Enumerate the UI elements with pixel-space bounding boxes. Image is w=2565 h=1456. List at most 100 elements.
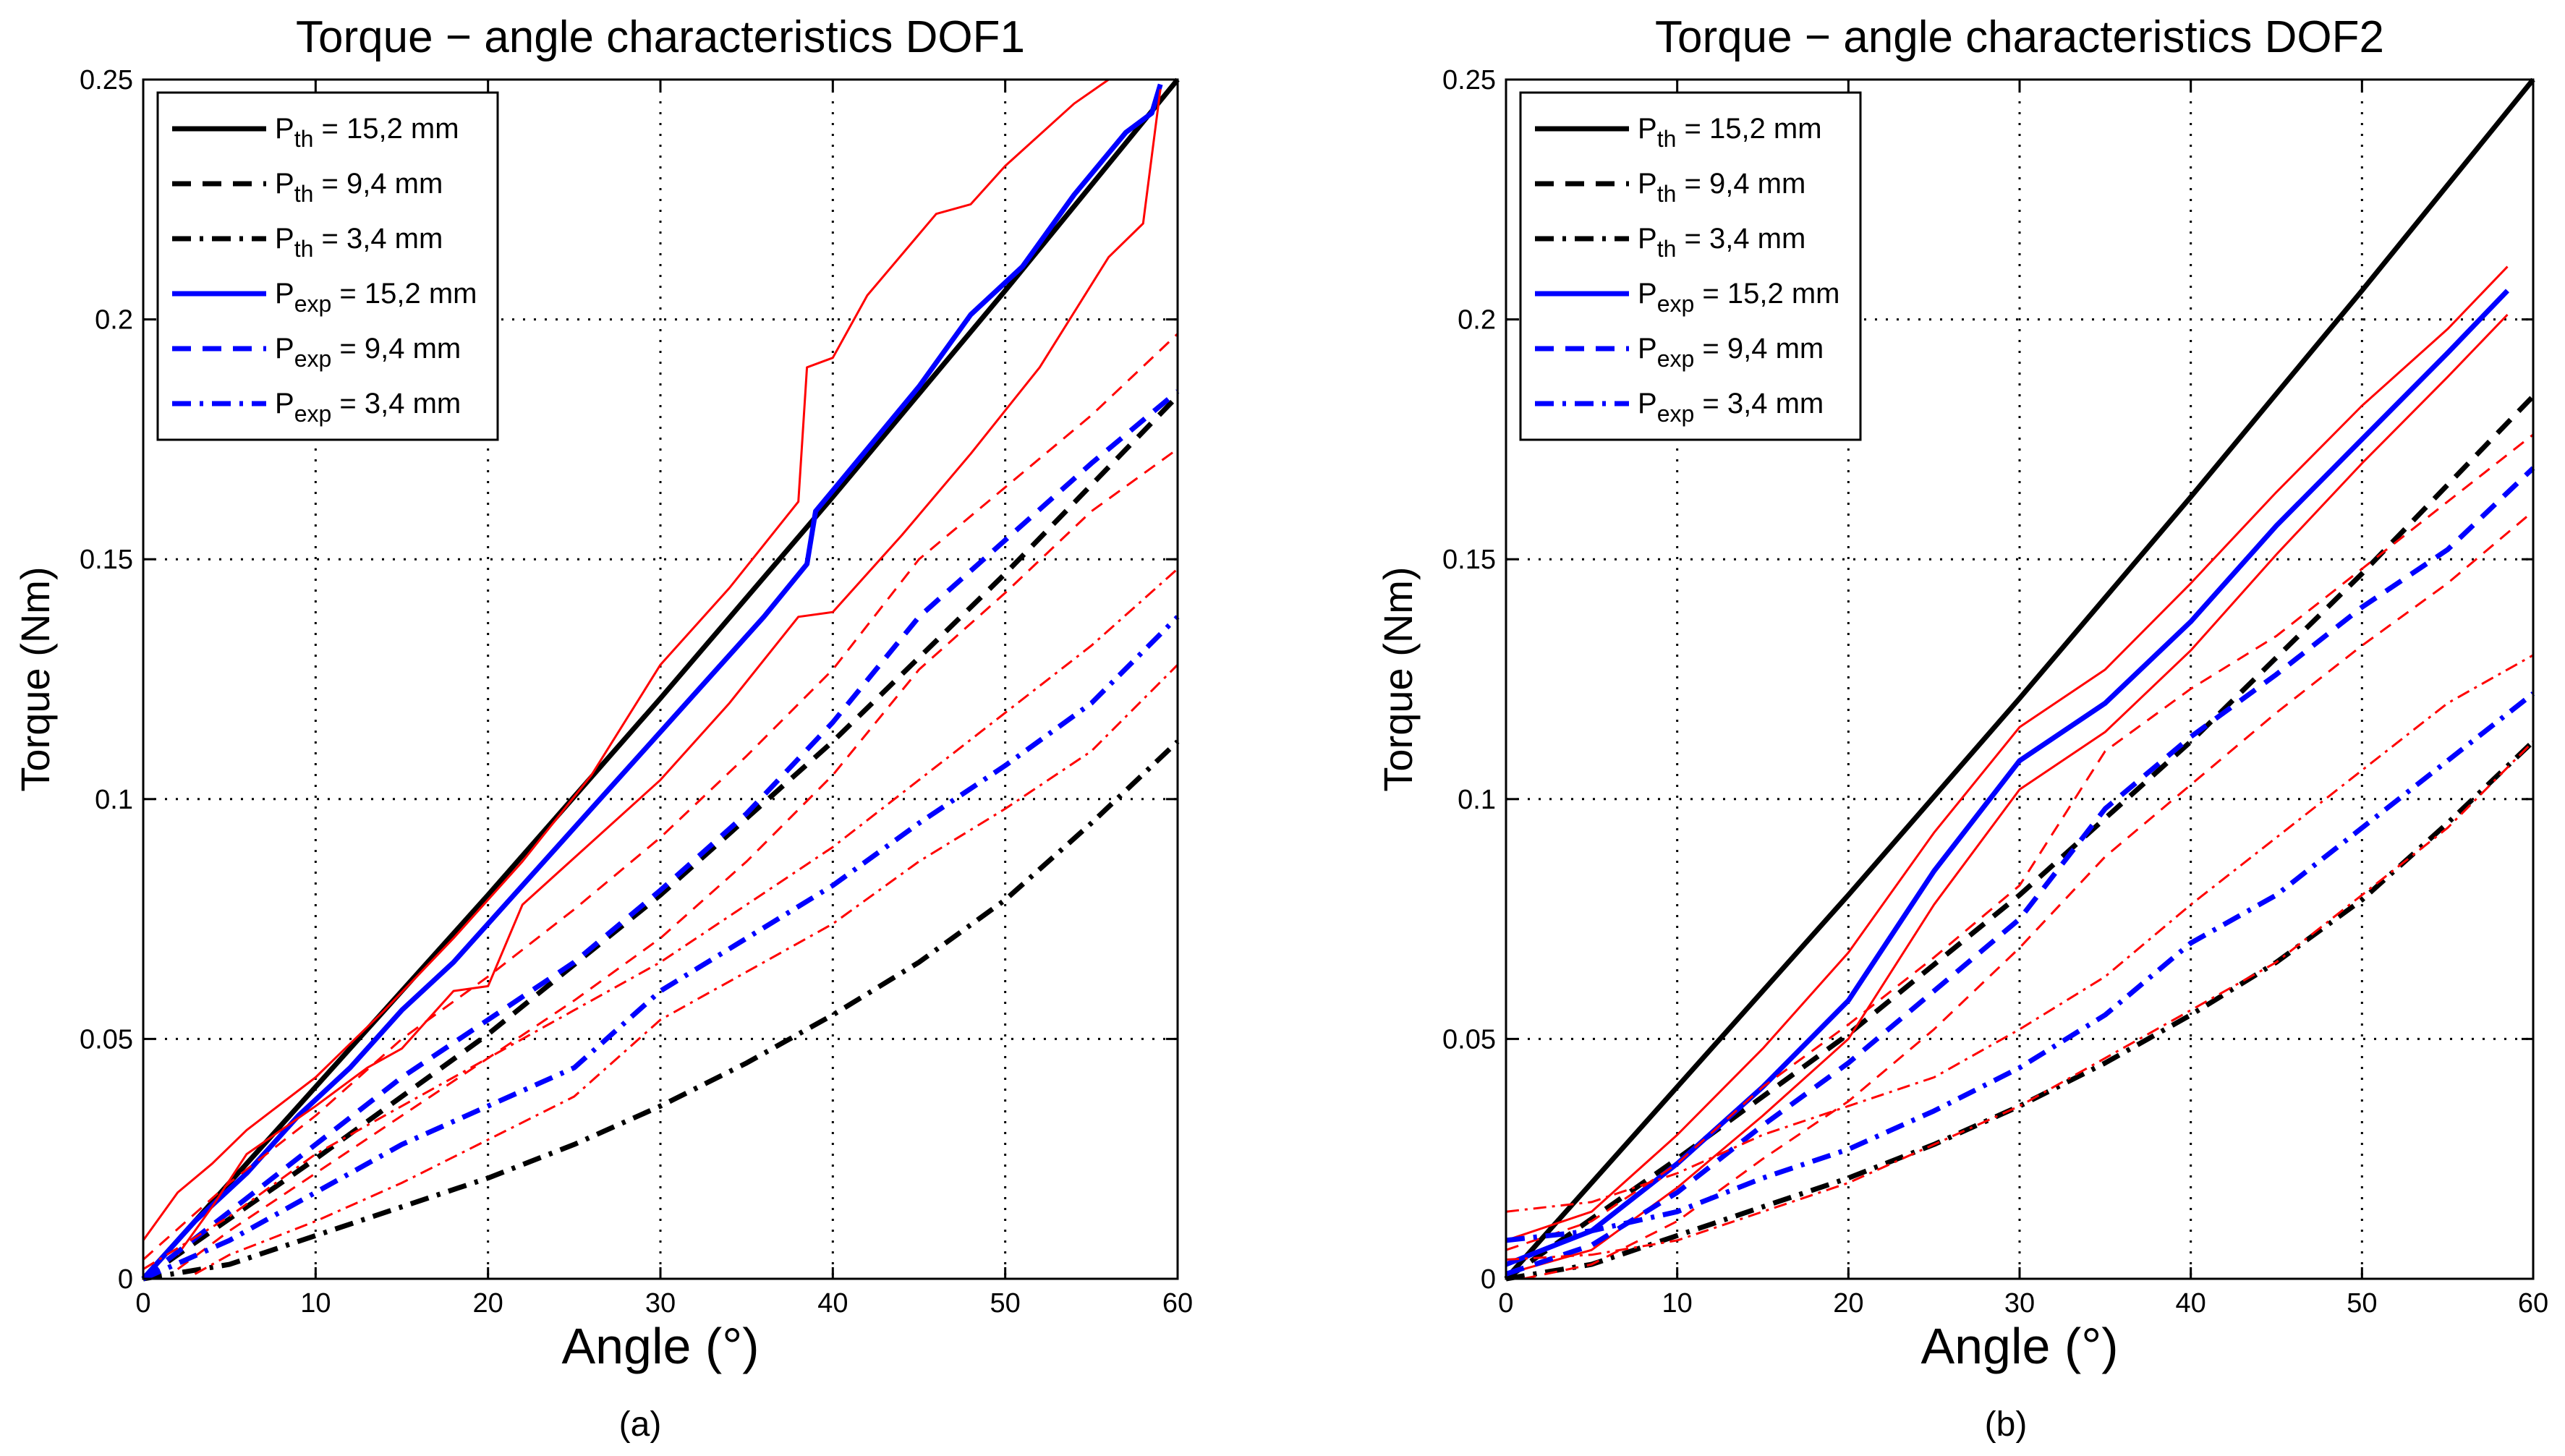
legend-label-base: P	[275, 168, 294, 200]
legend-label-value: = 15,2 mm	[313, 113, 459, 145]
legend-label-2: Pth = 9,4 mm	[275, 168, 443, 207]
chart-title: Torque − angle characteristics DOF1	[296, 12, 1025, 62]
y-axis-label: Torque (Nm)	[12, 566, 58, 791]
panel-label: (a)	[619, 1405, 662, 1444]
x-tick-label: 20	[1833, 1288, 1863, 1319]
y-tick-label: 0	[118, 1264, 133, 1295]
legend-label-subscript: th	[1657, 126, 1677, 152]
legend-label-3: Pth = 3,4 mm	[1638, 223, 1805, 262]
series-line-6	[1505, 313, 2509, 1275]
legend-box	[1519, 91, 1862, 441]
chart-title: Torque − angle characteristics DOF2	[1655, 12, 2384, 62]
legend-label-value: = 9,4 mm	[1694, 333, 1824, 365]
x-tick-label: 40	[2176, 1288, 2206, 1319]
x-tick-label: 50	[2347, 1288, 2377, 1319]
legend-label-value: = 15,2 mm	[1676, 113, 1821, 145]
legend-label-subscript: exp	[1657, 291, 1695, 317]
series-line-2	[142, 394, 1180, 1281]
x-tick-label: 40	[817, 1288, 848, 1319]
x-tick-label: 30	[2004, 1288, 2035, 1319]
y-axis-label: Torque (Nm)	[1375, 566, 1421, 791]
series-line-10	[1505, 691, 2535, 1243]
y-tick-label: 0.15	[1442, 545, 1496, 575]
series-line-7	[1505, 466, 2535, 1277]
legend-label-4: Pexp = 15,2 mm	[1638, 278, 1839, 317]
series-line-3	[142, 739, 1180, 1282]
y-tick-label: 0.1	[95, 785, 133, 815]
y-tick-label: 0.15	[80, 545, 133, 575]
x-tick-label: 30	[645, 1288, 676, 1319]
panel-label: (b)	[1985, 1405, 2028, 1444]
legend-label-3: Pth = 3,4 mm	[275, 223, 443, 262]
legend-label-value: = 15,2 mm	[331, 278, 477, 310]
legend-label-base: P	[1638, 113, 1657, 145]
x-axis-label: Angle (°)	[561, 1318, 759, 1374]
legend-label-subscript: exp	[1657, 346, 1695, 372]
x-axis-label: Angle (°)	[1920, 1318, 2118, 1374]
series-line-1	[141, 77, 1180, 1281]
legend-label-5: Pexp = 9,4 mm	[1638, 333, 1824, 372]
legend-label-4: Pexp = 15,2 mm	[275, 278, 477, 317]
legend-label-base: P	[275, 333, 294, 365]
x-tick-label: 0	[135, 1288, 150, 1319]
legend-label-subscript: th	[294, 236, 314, 262]
legend-label-base: P	[275, 113, 294, 145]
legend-label-base: P	[275, 388, 294, 420]
legend-label-base: P	[1638, 223, 1657, 255]
legend-label-base: P	[275, 223, 294, 255]
legend-label-1: Pth = 15,2 mm	[1638, 113, 1822, 152]
series-line-10	[142, 615, 1180, 1282]
legend-label-subscript: exp	[294, 346, 332, 372]
x-tick-label: 0	[1498, 1288, 1513, 1319]
chart-panel-1: 0 10 20 30 40 50 60 0 0.05 0.1 0.15 0.2 0.25 Torque −…	[12, 12, 1193, 1444]
series-line-11	[142, 568, 1178, 1270]
y-tick-label: 0.05	[80, 1024, 133, 1055]
y-tick-label: 0.2	[1458, 305, 1496, 336]
legend-box	[156, 91, 499, 441]
legend-label-5: Pexp = 9,4 mm	[275, 333, 461, 372]
series-line-9	[176, 448, 1178, 1270]
legend-label-value: = 9,4 mm	[313, 168, 443, 200]
y-tick-label: 0.25	[80, 65, 133, 95]
legend-label-value: = 3,4 mm	[331, 388, 461, 420]
series-line-5	[1505, 265, 2509, 1242]
legend-label-base: P	[1638, 333, 1657, 365]
series-line-12	[194, 664, 1179, 1275]
legend-label-subscript: exp	[1657, 401, 1695, 427]
legend-label-subscript: exp	[294, 401, 332, 427]
series-line-5	[142, 78, 1178, 1241]
legend-label-base: P	[275, 278, 294, 310]
legend-label-value: = 3,4 mm	[1694, 388, 1824, 420]
series-line-12	[1505, 741, 2535, 1261]
x-tick-label: 60	[2518, 1288, 2548, 1319]
series-line-6	[176, 89, 1162, 1256]
series-line-8	[142, 333, 1179, 1261]
series-line-8	[1505, 433, 2534, 1251]
x-tick-label: 20	[473, 1288, 503, 1319]
x-tick-label: 60	[1162, 1288, 1193, 1319]
series-line-3	[1505, 739, 2535, 1282]
chart-panel-2: 0 10 20 30 40 50 60 0 0.05 0.1 0.15 0.2 0.25 Torque −…	[1375, 12, 2548, 1444]
y-tick-label: 0	[1481, 1264, 1496, 1295]
series-line-1	[1504, 77, 2535, 1281]
legend-label-base: P	[1638, 278, 1657, 310]
y-tick-label: 0.25	[1442, 65, 1496, 95]
legend-label-value: = 9,4 mm	[1676, 168, 1805, 200]
legend-label-value: = 15,2 mm	[1694, 278, 1839, 310]
series-line-2	[1504, 394, 2535, 1281]
legend-label-base: P	[1638, 388, 1657, 420]
legend-label-value: = 3,4 mm	[313, 223, 443, 255]
y-tick-label: 0.05	[1442, 1024, 1496, 1055]
legend-label-value: = 3,4 mm	[1676, 223, 1805, 255]
legend-label-6: Pexp = 3,4 mm	[1638, 388, 1824, 427]
y-tick-label: 0.1	[1458, 785, 1496, 815]
legend-label-subscript: th	[294, 126, 314, 152]
series-line-11	[1505, 654, 2534, 1213]
legend-label-subscript: th	[294, 181, 314, 207]
y-tick-label: 0.2	[95, 305, 133, 336]
x-tick-label: 10	[300, 1288, 331, 1319]
legend-label-subscript: exp	[294, 291, 332, 317]
legend-label-subscript: th	[1657, 236, 1677, 262]
series-line-7	[141, 389, 1180, 1281]
